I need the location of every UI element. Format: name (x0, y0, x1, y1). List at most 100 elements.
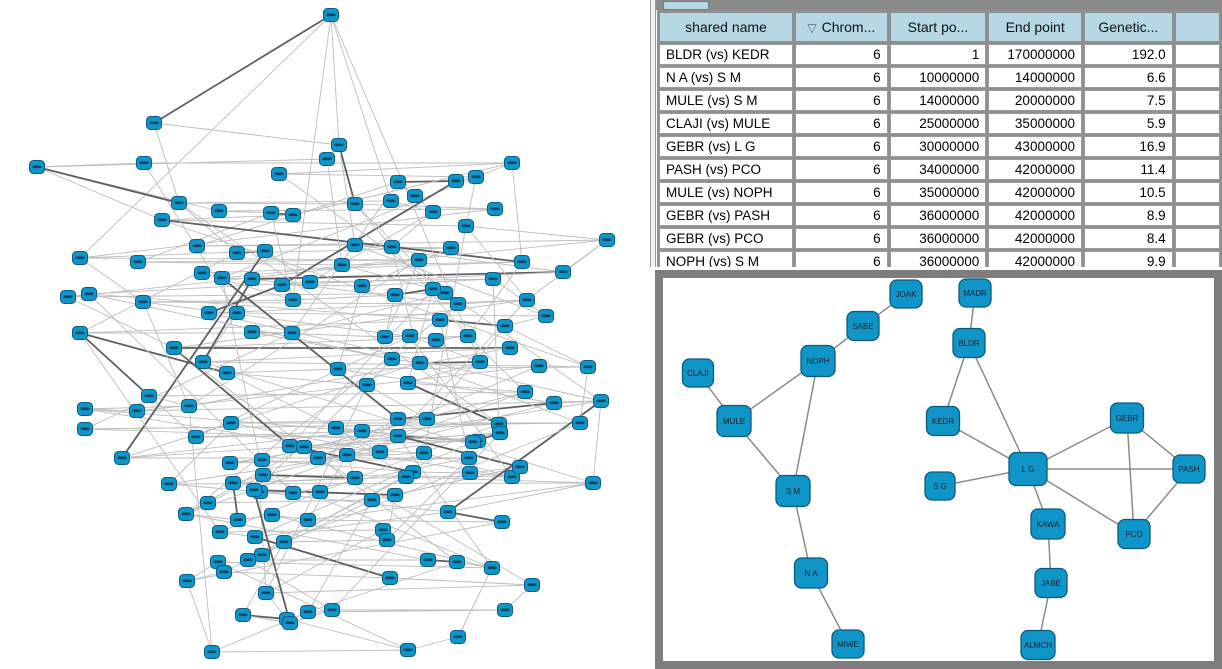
overview-node-MULE[interactable]: MULE (716, 404, 752, 438)
network-node[interactable] (194, 266, 210, 280)
network-node[interactable] (461, 451, 477, 465)
network-node[interactable] (81, 287, 97, 301)
main-network-panel[interactable] (0, 0, 652, 669)
network-node[interactable] (425, 282, 441, 296)
network-node[interactable] (328, 421, 344, 435)
network-node[interactable] (200, 496, 216, 510)
network-node[interactable] (285, 208, 301, 222)
overview-node-MADR[interactable]: MADR (958, 278, 992, 308)
network-node[interactable] (440, 505, 456, 519)
column-header-chrom-[interactable]: ▽ Chrom... (794, 12, 888, 42)
table-row[interactable]: BLDR (vs) KEDR 6 1 170000000 192.0 (659, 44, 1220, 65)
network-node[interactable] (485, 272, 501, 286)
overview-node-SM[interactable]: S M (775, 474, 811, 508)
overview-node-NOPH[interactable]: NOPH (800, 344, 836, 378)
network-node[interactable] (255, 468, 271, 482)
network-node[interactable] (211, 204, 227, 218)
network-node[interactable] (384, 352, 400, 366)
network-node[interactable] (254, 548, 270, 562)
network-node[interactable] (517, 385, 533, 399)
network-node[interactable] (462, 466, 478, 480)
network-node[interactable] (282, 439, 298, 453)
column-header-genetic-[interactable]: Genetic... (1084, 12, 1173, 42)
overview-node-KAWA[interactable]: KAWA (1030, 508, 1066, 540)
network-node[interactable] (219, 366, 235, 380)
network-node[interactable] (282, 616, 298, 630)
network-node[interactable] (141, 389, 157, 403)
network-node[interactable] (468, 170, 484, 184)
network-node[interactable] (60, 290, 76, 304)
network-node[interactable] (382, 571, 398, 585)
network-node[interactable] (443, 241, 459, 255)
table-row[interactable]: NOPH (vs) S M 6 36000000 42000000 9.9 (659, 251, 1220, 267)
network-node[interactable] (212, 525, 228, 539)
network-node[interactable] (324, 603, 340, 617)
network-node[interactable] (428, 333, 444, 347)
network-node[interactable] (188, 430, 204, 444)
network-node[interactable] (204, 645, 220, 659)
network-node[interactable] (390, 175, 406, 189)
network-node[interactable] (201, 306, 217, 320)
network-node[interactable] (387, 488, 403, 502)
network-node[interactable] (319, 152, 335, 166)
column-header-blank[interactable] (1174, 12, 1220, 42)
network-node[interactable] (246, 483, 262, 497)
column-header-end-point[interactable]: End point (988, 12, 1082, 42)
network-node[interactable] (77, 422, 93, 436)
network-node[interactable] (276, 535, 292, 549)
network-node[interactable] (302, 275, 318, 289)
network-node[interactable] (263, 206, 279, 220)
network-node[interactable] (240, 553, 256, 567)
network-node[interactable] (402, 329, 418, 343)
network-node[interactable] (72, 326, 88, 340)
network-node[interactable] (161, 477, 177, 491)
overview-node-JOAK[interactable]: JOAK (889, 279, 923, 309)
network-node[interactable] (400, 376, 416, 390)
overview-node-ALMCH[interactable]: ALMCH (1020, 629, 1056, 661)
network-node[interactable] (214, 271, 230, 285)
network-node[interactable] (216, 565, 232, 579)
network-node[interactable] (458, 219, 474, 233)
network-node[interactable] (504, 156, 520, 170)
network-node[interactable] (271, 167, 287, 181)
network-node[interactable] (225, 476, 241, 490)
network-node[interactable] (323, 8, 339, 22)
table-row[interactable]: MULE (vs) S M 6 14000000 20000000 7.5 (659, 90, 1220, 111)
network-node[interactable] (154, 213, 170, 227)
overview-node-BLDR[interactable]: BLDR (952, 327, 986, 359)
network-node[interactable] (364, 493, 380, 507)
table-row[interactable]: PASH (vs) PCO 6 34000000 42000000 11.4 (659, 159, 1220, 180)
network-node[interactable] (247, 530, 263, 544)
network-node[interactable] (331, 138, 347, 152)
overview-network-panel[interactable]: JOAK MADR SABE BLDR NOPH CLAJI MULE KEDR GEBR L G… (655, 270, 1222, 669)
network-node[interactable] (244, 272, 260, 286)
network-node[interactable] (432, 313, 448, 327)
table-row[interactable]: GEBR (vs) PASH 6 36000000 42000000 8.9 (659, 205, 1220, 226)
overview-node-JABE[interactable]: JABE (1034, 567, 1068, 599)
network-node[interactable] (524, 578, 540, 592)
network-node[interactable] (593, 394, 609, 408)
network-node[interactable] (450, 630, 466, 644)
network-node[interactable] (450, 297, 466, 311)
network-node[interactable] (334, 258, 350, 272)
network-node[interactable] (484, 561, 500, 575)
network-node[interactable] (420, 553, 436, 567)
network-node[interactable] (425, 205, 441, 219)
filter-icon[interactable]: ▽ (807, 21, 817, 35)
network-node[interactable] (359, 378, 375, 392)
network-node[interactable] (538, 309, 554, 323)
network-node[interactable] (235, 608, 251, 622)
network-node[interactable] (135, 295, 151, 309)
network-node[interactable] (400, 643, 416, 657)
network-node[interactable] (195, 355, 211, 369)
network-node[interactable] (310, 451, 326, 465)
column-header-shared-name[interactable]: shared name (659, 12, 793, 42)
network-node[interactable] (347, 471, 363, 485)
network-node[interactable] (166, 341, 182, 355)
network-node[interactable] (379, 533, 395, 547)
network-node[interactable] (572, 416, 588, 430)
network-node[interactable] (354, 424, 370, 438)
network-node[interactable] (449, 555, 465, 569)
network-node[interactable] (347, 238, 363, 252)
network-node[interactable] (487, 202, 503, 216)
